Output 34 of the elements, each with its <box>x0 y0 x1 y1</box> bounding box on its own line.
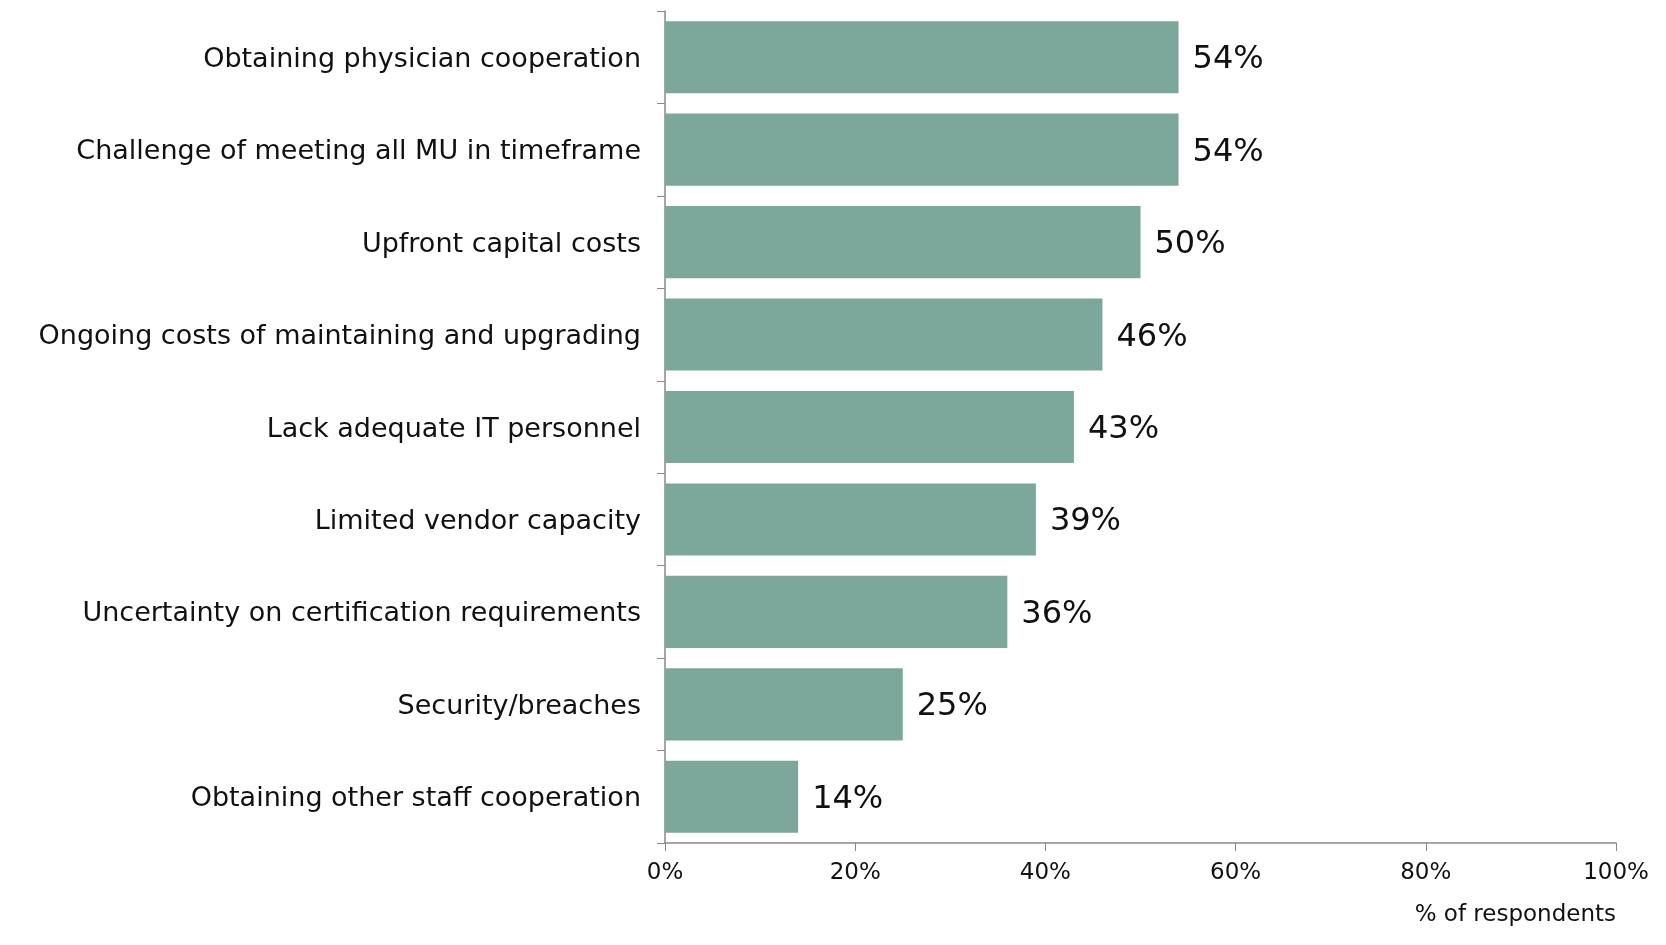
bar <box>665 206 1141 279</box>
x-tick-label: 80% <box>1400 857 1452 884</box>
y-tick-label: Limited vendor capacity <box>314 503 642 535</box>
data-label: 54% <box>1192 38 1264 77</box>
x-tick-label: 100% <box>1583 857 1649 884</box>
y-tick-label: Uncertainty on certification requirements <box>82 596 641 628</box>
x-tick-label: 20% <box>829 857 881 884</box>
y-tick-label: Challenge of meeting all MU in timeframe <box>76 134 641 166</box>
data-label: 46% <box>1116 315 1188 354</box>
x-axis-title: % of respondents <box>1414 899 1616 926</box>
bar <box>665 113 1179 186</box>
x-tick-label: 60% <box>1210 857 1262 884</box>
y-tick-label: Obtaining other staff cooperation <box>190 781 641 813</box>
data-label: 54% <box>1192 130 1264 169</box>
y-tick-label: Upfront capital costs <box>361 226 641 258</box>
data-label: 43% <box>1087 408 1160 446</box>
bar <box>665 575 1008 648</box>
bar <box>665 483 1036 556</box>
x-tick-label: 0% <box>646 857 684 884</box>
data-label: 39% <box>1049 500 1122 539</box>
bar <box>665 760 799 833</box>
y-tick-label: Lack adequate IT personnel <box>266 411 641 443</box>
y-tick-label: Security/breaches <box>397 688 641 720</box>
data-label: 36% <box>1021 592 1093 631</box>
x-tick-label: 40% <box>1019 857 1071 884</box>
data-label: 50% <box>1154 223 1226 262</box>
y-tick-label: Ongoing costs of maintaining and upgrading <box>38 319 641 351</box>
bar <box>665 390 1074 464</box>
bar <box>665 668 903 741</box>
data-label: 25% <box>916 685 988 724</box>
bar <box>665 21 1179 94</box>
bar <box>665 298 1103 371</box>
y-tick-label: Obtaining physician cooperation <box>203 41 641 73</box>
data-label: 14% <box>812 777 884 816</box>
